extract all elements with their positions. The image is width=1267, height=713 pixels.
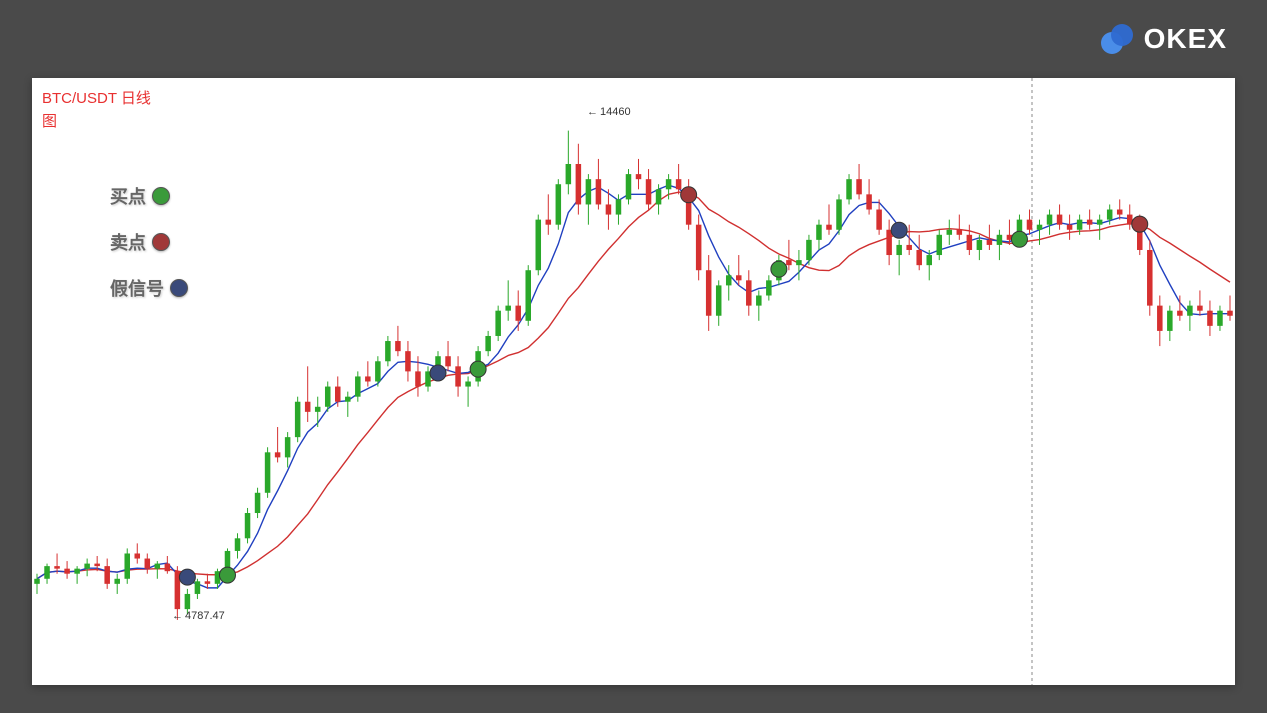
logo-icon: [1098, 21, 1134, 57]
annotation-low: ←4787.47: [172, 610, 225, 622]
arrow-left-icon: ←: [172, 610, 183, 622]
brand-name: OKEX: [1144, 23, 1227, 55]
chart-frame: BTC/USDT 日线 图 买点 卖点 假信号 ←14460 ←4787.47: [32, 78, 1235, 685]
annotation-high: ←14460: [587, 106, 631, 118]
header-bar: OKEX: [0, 0, 1267, 78]
arrow-left-icon: ←: [587, 106, 598, 118]
annotation-high-text: 14460: [600, 106, 631, 118]
candlestick-chart[interactable]: [32, 78, 1235, 685]
brand-logo: OKEX: [1098, 21, 1227, 57]
annotation-low-text: 4787.47: [185, 610, 225, 622]
